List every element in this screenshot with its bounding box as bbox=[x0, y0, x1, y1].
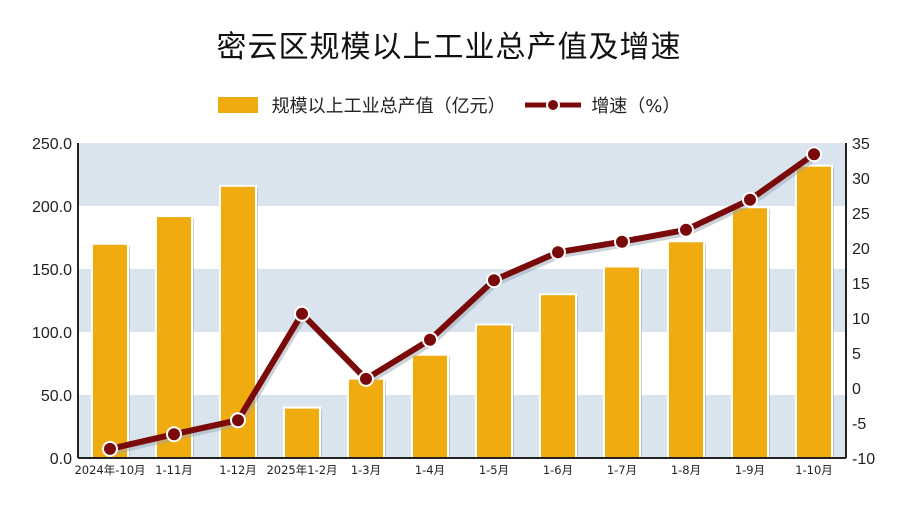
legend-swatch-line bbox=[525, 98, 582, 112]
x-tick-label: 1-7月 bbox=[607, 463, 637, 477]
left-tick-label: 50.0 bbox=[41, 388, 72, 405]
x-tick-label: 1-4月 bbox=[415, 463, 445, 477]
bar bbox=[603, 265, 641, 460]
left-tick-label: 0.0 bbox=[50, 451, 72, 468]
x-tick-label: 1-5月 bbox=[479, 463, 509, 477]
legend-item-output: 规模以上工业总产值（亿元） bbox=[217, 92, 506, 118]
right-tick-label: -10 bbox=[852, 451, 875, 468]
bar bbox=[91, 242, 129, 459]
growth-line bbox=[109, 151, 816, 452]
chart-title: 密云区规模以上工业总产值及增速 bbox=[216, 30, 682, 65]
right-tick-label: 10 bbox=[852, 311, 870, 328]
growth-point bbox=[550, 244, 566, 261]
right-tick-label: 0 bbox=[852, 381, 861, 398]
growth-point bbox=[742, 191, 758, 208]
x-tick-label: 1-8月 bbox=[671, 463, 701, 477]
legend: 规模以上工业总产值（亿元） 增速（%） bbox=[0, 92, 898, 118]
growth-point bbox=[358, 370, 374, 387]
bar bbox=[155, 215, 193, 459]
x-tick-label: 1-6月 bbox=[543, 463, 573, 477]
growth-point bbox=[230, 412, 246, 429]
right-tick-label: 20 bbox=[852, 241, 870, 258]
bar bbox=[347, 377, 385, 459]
bar bbox=[795, 164, 833, 459]
legend-swatch-bar bbox=[217, 97, 258, 113]
bar bbox=[411, 353, 449, 459]
x-tick-label: 1-10月 bbox=[795, 463, 833, 477]
x-tick-label: 1-3月 bbox=[351, 463, 381, 477]
growth-point bbox=[102, 440, 118, 457]
growth-point bbox=[422, 331, 438, 348]
grid-band bbox=[78, 143, 846, 206]
x-tick-label: 2024年-10月 bbox=[74, 463, 145, 477]
right-tick-label: 25 bbox=[852, 206, 870, 223]
growth-point bbox=[166, 426, 182, 443]
legend-label-growth: 增速（%） bbox=[591, 96, 681, 117]
right-tick-label: 15 bbox=[852, 276, 870, 293]
right-tick-label: -5 bbox=[852, 416, 866, 433]
right-tick-label: 30 bbox=[852, 171, 870, 188]
x-tick-label: 2025年1-2月 bbox=[266, 463, 337, 477]
left-tick-label: 150.0 bbox=[32, 262, 72, 279]
growth-point bbox=[678, 221, 694, 238]
x-tick-label: 1-11月 bbox=[155, 463, 193, 477]
left-tick-label: 200.0 bbox=[32, 199, 72, 216]
growth-point bbox=[294, 305, 310, 322]
right-tick-label: 35 bbox=[852, 136, 870, 153]
right-tick-label: 5 bbox=[852, 346, 861, 363]
bar bbox=[475, 323, 513, 459]
growth-point bbox=[486, 272, 502, 289]
legend-label-output: 规模以上工业总产值（亿元） bbox=[271, 96, 506, 117]
growth-point bbox=[806, 146, 822, 163]
bar bbox=[731, 206, 769, 459]
bar bbox=[283, 406, 321, 460]
left-tick-label: 250.0 bbox=[32, 136, 72, 153]
x-tick-label: 1-9月 bbox=[735, 463, 765, 477]
bar bbox=[667, 240, 705, 459]
growth-point bbox=[614, 233, 630, 250]
left-tick-label: 100.0 bbox=[32, 325, 72, 342]
x-tick-label: 1-12月 bbox=[219, 463, 257, 477]
line-shadow bbox=[111, 154, 818, 455]
grid-band bbox=[78, 269, 846, 332]
bar bbox=[539, 293, 577, 460]
legend-item-growth: 增速（%） bbox=[523, 92, 680, 118]
